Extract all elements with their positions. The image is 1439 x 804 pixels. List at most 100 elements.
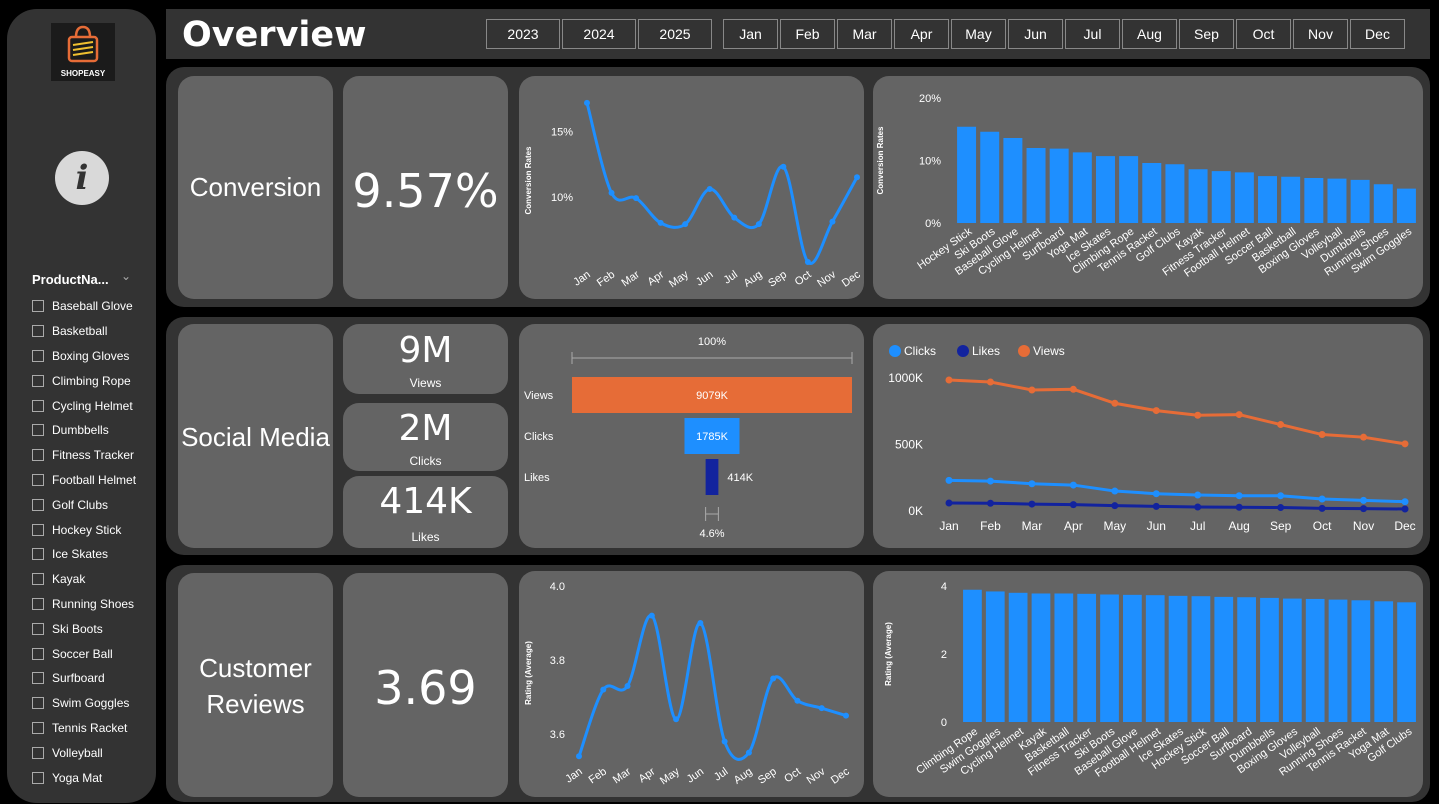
- month-button-mar[interactable]: Mar: [837, 19, 892, 49]
- year-button-2023[interactable]: 2023: [486, 19, 560, 49]
- checkbox[interactable]: [32, 449, 44, 462]
- y-axis-title: Rating (Average): [524, 641, 533, 705]
- checkbox[interactable]: [32, 374, 44, 387]
- x-tick-label: Jun: [694, 269, 715, 289]
- slicer-item-label: Football Helmet: [52, 472, 137, 487]
- slicer-item-volleyball[interactable]: Volleyball: [32, 740, 136, 765]
- checkbox[interactable]: [32, 647, 44, 660]
- chevron-down-icon[interactable]: ⌄: [121, 269, 132, 283]
- data-point-apr: [648, 612, 655, 619]
- slicer-item-surfboard[interactable]: Surfboard: [32, 666, 136, 691]
- checkbox[interactable]: [32, 597, 44, 610]
- checkbox[interactable]: [32, 573, 44, 586]
- checkbox[interactable]: [32, 498, 44, 511]
- data-point-likes-jun: [1152, 502, 1160, 510]
- checkbox[interactable]: [32, 523, 44, 536]
- month-button-jul[interactable]: Jul: [1065, 19, 1120, 49]
- checkbox[interactable]: [32, 349, 44, 362]
- slicer-item-cycling-helmet[interactable]: Cycling Helmet: [32, 393, 136, 418]
- slicer-item-dumbbells[interactable]: Dumbbells: [32, 418, 136, 443]
- month-button-sep[interactable]: Sep: [1179, 19, 1234, 49]
- checkbox[interactable]: [32, 721, 44, 734]
- checkbox[interactable]: [32, 746, 44, 759]
- checkbox[interactable]: [32, 548, 44, 561]
- data-point-jun: [706, 185, 713, 192]
- month-button-may[interactable]: May: [951, 19, 1006, 49]
- data-point-feb: [600, 686, 607, 693]
- x-tick-label: Jun: [1147, 519, 1166, 533]
- slicer-item-ice-skates[interactable]: Ice Skates: [32, 542, 136, 567]
- funnel-top-label: 100%: [698, 336, 726, 348]
- year-button-2024[interactable]: 2024: [562, 19, 636, 49]
- y-tick-label: 20%: [919, 93, 941, 105]
- slicer-item-fitness-tracker[interactable]: Fitness Tracker: [32, 443, 136, 468]
- slicer-item-basketball[interactable]: Basketball: [32, 319, 136, 344]
- data-point-views-may: [1111, 399, 1119, 407]
- month-button-feb[interactable]: Feb: [780, 19, 835, 49]
- data-point-sep: [770, 675, 777, 682]
- checkbox[interactable]: [32, 300, 44, 313]
- checkbox[interactable]: [32, 325, 44, 338]
- data-point-jan: [584, 99, 590, 106]
- likes-value: 414K: [379, 481, 472, 522]
- data-point-nov: [818, 705, 825, 712]
- checkbox[interactable]: [32, 399, 44, 412]
- funnel-bar-views: [572, 377, 852, 413]
- x-tick-label: Oct: [1313, 519, 1332, 533]
- checkbox[interactable]: [32, 473, 44, 486]
- x-tick-label: Apr: [645, 268, 666, 288]
- month-button-jan[interactable]: Jan: [723, 19, 778, 49]
- slicer-item-soccer-ball[interactable]: Soccer Ball: [32, 641, 136, 666]
- slicer-item-football-helmet[interactable]: Football Helmet: [32, 468, 136, 493]
- checkbox[interactable]: [32, 771, 44, 784]
- info-icon[interactable]: i: [55, 151, 109, 205]
- x-tick-label: Jan: [939, 519, 958, 533]
- slicer-item-label: Ice Skates: [52, 547, 109, 562]
- legend-label-clicks: Clicks: [904, 344, 936, 358]
- month-button-jun[interactable]: Jun: [1008, 19, 1063, 49]
- month-button-nov[interactable]: Nov: [1293, 19, 1348, 49]
- reviews-label-line1: Customer: [199, 653, 312, 683]
- bar-basketball: [1281, 176, 1301, 223]
- slicer-item-ski-boots[interactable]: Ski Boots: [32, 616, 136, 641]
- x-tick-label: Jul: [712, 766, 730, 784]
- reviews-label-card: Customer Reviews: [178, 573, 333, 797]
- slicer-item-boxing-gloves[interactable]: Boxing Gloves: [32, 344, 136, 369]
- funnel-chart-card: 100% Views 9079K Clicks 1785K Likes 414K 4.6%: [519, 324, 864, 548]
- data-point-likes-jan: [945, 499, 953, 507]
- slicer-item-swim-goggles[interactable]: Swim Goggles: [32, 691, 136, 716]
- year-button-2025[interactable]: 2025: [638, 19, 712, 49]
- checkbox[interactable]: [32, 622, 44, 635]
- x-tick-label: Aug: [732, 766, 755, 787]
- month-button-oct[interactable]: Oct: [1236, 19, 1291, 49]
- data-point-clicks-feb: [986, 477, 994, 485]
- bar-basketball: [1054, 593, 1074, 722]
- slicer-item-label: Tennis Racket: [52, 720, 128, 735]
- checkbox[interactable]: [32, 424, 44, 437]
- series-line-likes: [948, 501, 1406, 511]
- slicer-item-hockey-stick[interactable]: Hockey Stick: [32, 517, 136, 542]
- checkbox[interactable]: [32, 697, 44, 710]
- checkbox[interactable]: [32, 672, 44, 685]
- product-slicer-header: ProductNa...: [32, 272, 109, 287]
- bar-swim-goggles: [985, 591, 1005, 722]
- bar-ice-skates: [1095, 156, 1115, 223]
- month-button-dec[interactable]: Dec: [1350, 19, 1405, 49]
- x-tick-label: Mar: [611, 765, 634, 786]
- slicer-item-label: Surfboard: [52, 671, 105, 686]
- sidebar: SHOPEASY i ProductNa... ⌄ Baseball Glove…: [7, 9, 156, 803]
- x-tick-label: Jan: [563, 766, 584, 786]
- data-point-mar: [624, 682, 631, 689]
- slicer-item-climbing-rope[interactable]: Climbing Rope: [32, 368, 136, 393]
- slicer-item-yoga-mat[interactable]: Yoga Mat: [32, 765, 136, 790]
- slicer-item-running-shoes[interactable]: Running Shoes: [32, 592, 136, 617]
- slicer-item-kayak[interactable]: Kayak: [32, 567, 136, 592]
- slicer-item-tennis-racket[interactable]: Tennis Racket: [32, 716, 136, 741]
- month-button-aug[interactable]: Aug: [1122, 19, 1177, 49]
- reviews-label-line2: Reviews: [206, 689, 305, 719]
- slicer-item-baseball-glove[interactable]: Baseball Glove: [32, 294, 136, 319]
- month-button-apr[interactable]: Apr: [894, 19, 949, 49]
- data-point-likes-dec: [1401, 505, 1409, 513]
- data-point-views-apr: [1069, 385, 1077, 393]
- slicer-item-golf-clubs[interactable]: Golf Clubs: [32, 492, 136, 517]
